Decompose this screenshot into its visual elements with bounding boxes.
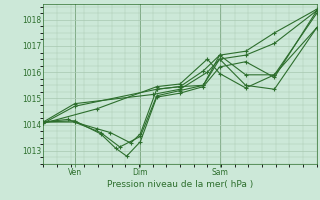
X-axis label: Pression niveau de la mer( hPa ): Pression niveau de la mer( hPa ) [107, 180, 253, 189]
